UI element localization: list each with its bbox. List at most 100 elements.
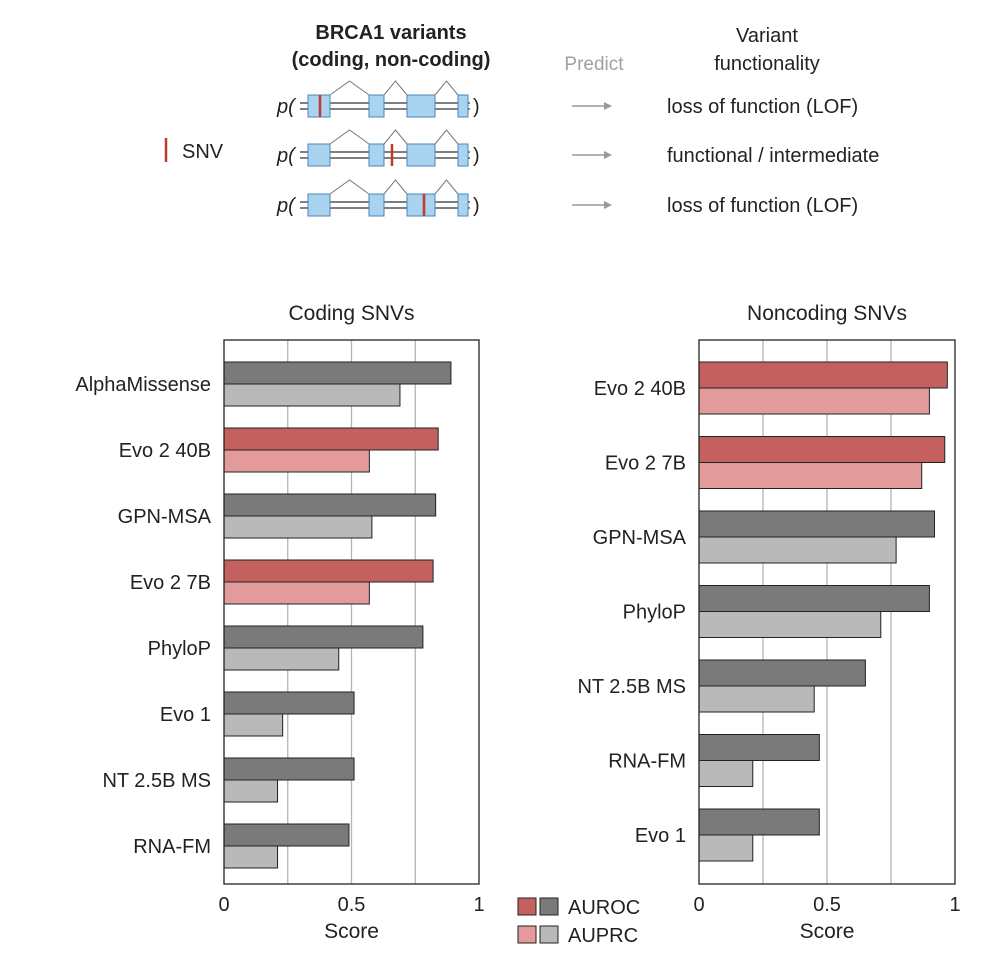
outcome-label: functional / intermediate [667,145,879,167]
exon-block [457,193,469,217]
category-label: NT 2.5B MS [102,770,211,792]
bar-auprc [223,515,373,539]
exon-block [457,143,469,167]
chart-title: Noncoding SNVs [747,302,907,325]
splice-junction [434,179,459,195]
bar-auroc [223,823,350,847]
p-suffix: ) [473,195,480,217]
bar-auprc [698,760,754,787]
predict-label: Predict [564,54,624,75]
bar-auroc [223,427,439,451]
legend-auprc-highlight-swatch [517,925,537,944]
bar-auprc [223,779,279,803]
exon-block [406,193,436,217]
predict-arrow-head [604,201,612,209]
bar-auprc [698,387,930,415]
p-prefix: p( [276,96,297,118]
splice-junction [329,80,370,96]
bar-auprc [223,449,370,473]
variants-title-line1: BRCA1 variants [315,22,466,44]
bar-auprc [223,713,284,737]
variants-title-line2: (coding, non-coding) [292,49,491,71]
bar-auroc [698,510,936,538]
x-tick-label: 0.5 [813,894,841,916]
exon-block [307,193,331,217]
p-suffix: ) [473,96,480,118]
bar-auroc [223,625,424,649]
bar-auroc [698,436,946,463]
splice-junction [329,129,370,145]
legend-auroc-label: AUROC [568,897,640,919]
functionality-title-line2: functionality [714,53,820,75]
bar-auprc [223,647,340,671]
category-label: NT 2.5B MS [577,676,686,698]
bar-auroc [698,659,866,687]
bar-auroc [223,559,434,583]
bar-auroc [223,691,355,715]
legend-auroc-highlight-swatch [517,897,537,916]
plot-frame [223,339,480,885]
legend-auroc-other-swatch [539,897,559,916]
functionality-title-line1: Variant [736,25,798,47]
x-tick-label: 0 [693,894,704,916]
bar-auroc [698,585,930,612]
bar-auroc [698,734,820,761]
category-label: AlphaMissense [75,374,211,396]
splice-junction [383,179,408,195]
bar-auprc [698,462,923,489]
x-tick-label: 0 [218,894,229,916]
p-prefix: p( [276,195,297,217]
p-prefix: p( [276,145,297,167]
legend: AUROC AUPRC [517,897,640,947]
splice-junction [383,129,408,145]
category-label: Evo 1 [160,704,211,726]
bar-auprc [698,611,882,638]
schematic: BRCA1 variants (coding, non-coding) Pred… [164,22,879,217]
x-tick-label: 1 [949,894,960,916]
bar-auroc [698,808,820,836]
splice-junction [329,179,370,195]
category-label: PhyloP [623,602,686,624]
category-label: PhyloP [148,638,211,660]
bar-auroc [698,361,948,389]
snv-legend-label: SNV [182,141,224,163]
bar-auprc [223,845,279,869]
category-label: Evo 2 40B [594,378,686,400]
bar-auprc [698,685,815,713]
bar-auroc [223,757,355,781]
exon-block [406,94,436,118]
gene-row: p() functional / intermediate [276,129,879,167]
splice-junction [383,80,408,96]
exon-block [307,143,331,167]
exon-block [406,143,436,167]
x-tick-label: 1 [473,894,484,916]
category-label: RNA-FM [608,751,686,773]
splice-junction [434,80,459,96]
category-label: Evo 2 40B [119,440,211,462]
category-label: GPN-MSA [593,527,687,549]
x-tick-label: 0.5 [338,894,366,916]
category-label: RNA-FM [133,836,211,858]
exon-block [368,94,385,118]
outcome-label: loss of function (LOF) [667,195,858,217]
exon-block [457,94,469,118]
bar-auprc [223,383,401,407]
outcome-label: loss of function (LOF) [667,96,858,118]
exon-block [368,193,385,217]
gene-row: p() loss of function (LOF) [276,179,858,217]
bar-auprc [698,834,754,862]
x-axis-label: Score [800,920,855,943]
gene-row: p() loss of function (LOF) [276,80,858,118]
category-label: Evo 1 [635,825,686,847]
bar-auroc [223,493,437,517]
legend-auprc-label: AUPRC [568,925,638,947]
chart-title: Coding SNVs [288,302,414,325]
legend-auprc-other-swatch [539,925,559,944]
plot-frame [698,339,956,885]
x-axis-label: Score [324,920,379,943]
category-label: Evo 2 7B [605,453,686,475]
bar-auroc [223,361,452,385]
category-label: Evo 2 7B [130,572,211,594]
exon-block [368,143,385,167]
